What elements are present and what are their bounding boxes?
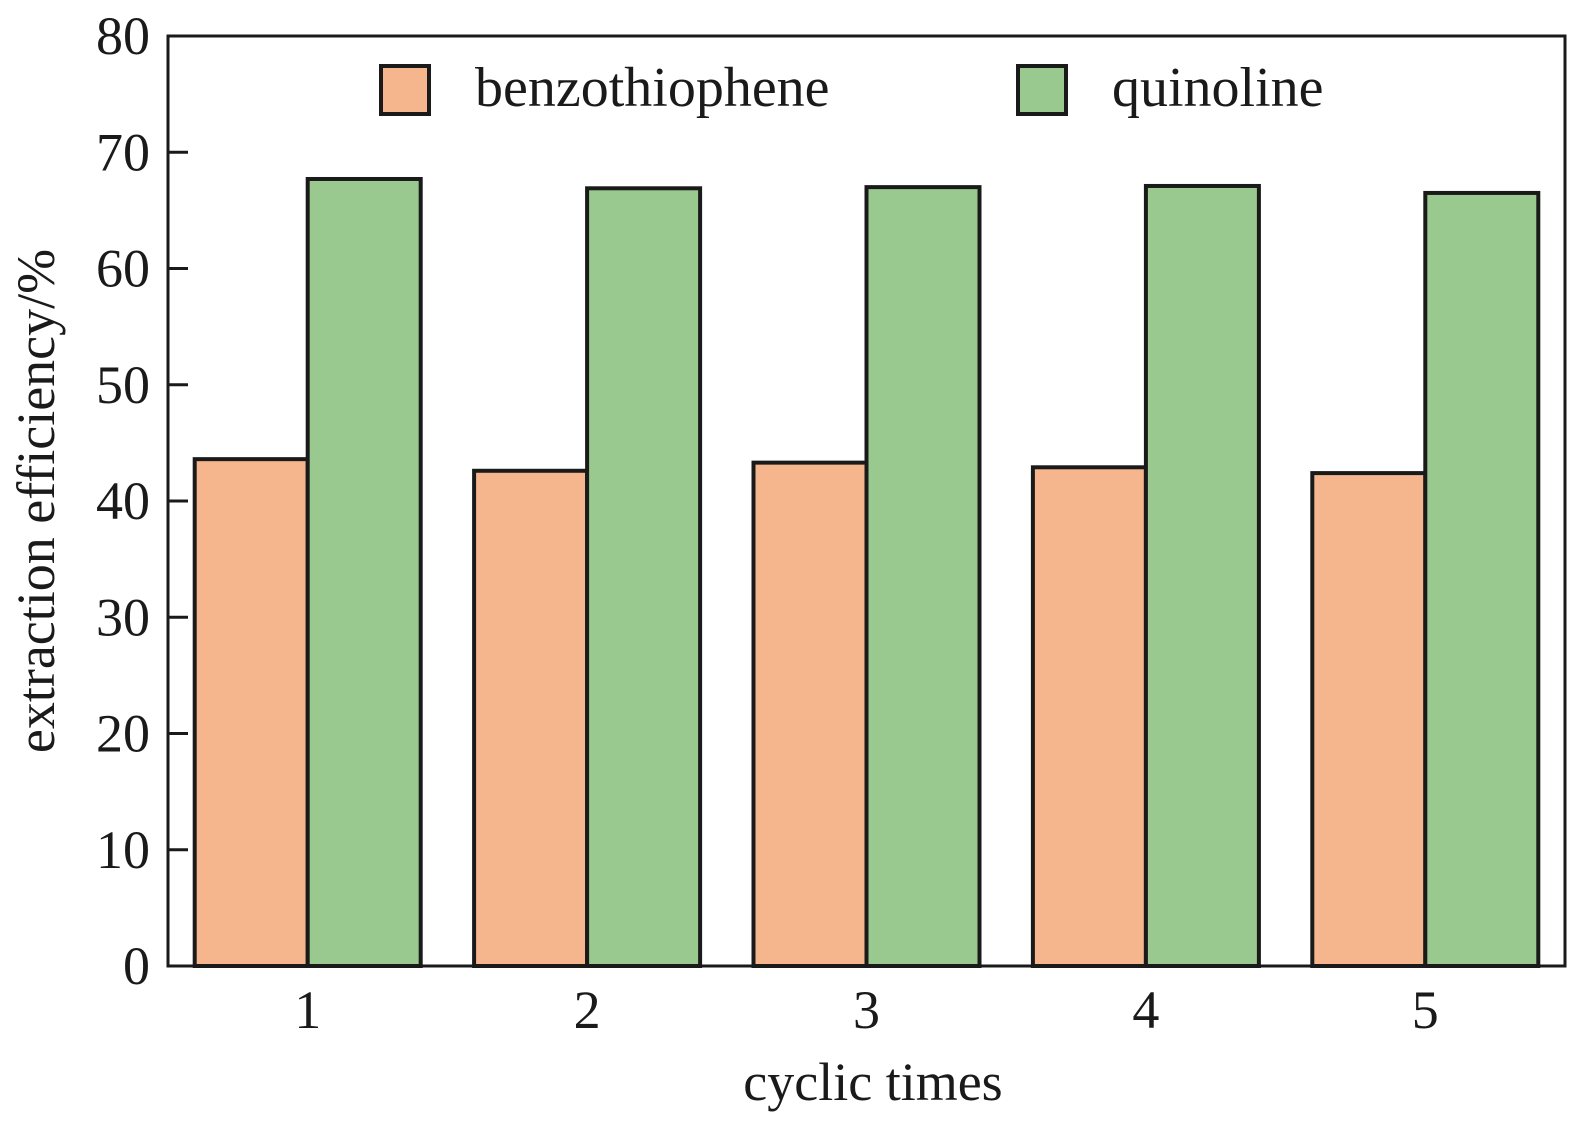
- bar-benzothiophene-4: [1030, 465, 1148, 968]
- x-axis-title: cyclic times: [743, 1052, 1002, 1112]
- bar-benzothiophene-5: [1310, 471, 1428, 968]
- bar-quinoline-2: [585, 186, 703, 969]
- bars-group: [192, 176, 1541, 969]
- y-axis: 0 10 20 30 40 50 60 70 80: [96, 6, 188, 996]
- legend-swatch-quinoline: [1016, 64, 1068, 116]
- x-tick-label: 1: [294, 980, 321, 1040]
- legend-label-benzothiophene: benzothiophene: [475, 57, 830, 119]
- y-axis-title: extraction efficiency/%: [6, 249, 66, 753]
- legend-swatch-benzothiophene: [379, 64, 431, 116]
- x-tick-label: 5: [1412, 980, 1439, 1040]
- y-tick-label: 70: [96, 122, 150, 182]
- bar-quinoline-3: [864, 185, 982, 968]
- bar-quinoline-1: [305, 176, 423, 969]
- y-tick-label: 60: [96, 239, 150, 299]
- y-tick-label: 20: [96, 704, 150, 764]
- bar-quinoline-5: [1423, 190, 1541, 968]
- x-tick-label: 4: [1132, 980, 1159, 1040]
- x-tick-label: 3: [853, 980, 880, 1040]
- x-axis: 1 2 3 4 5: [294, 948, 1439, 1040]
- y-tick-label: 40: [96, 471, 150, 531]
- y-tick-label: 80: [96, 6, 150, 66]
- legend-label-quinoline: quinoline: [1112, 57, 1324, 119]
- y-tick-label: 50: [96, 355, 150, 415]
- bar-benzothiophene-2: [472, 468, 590, 968]
- y-tick-label: 0: [123, 936, 150, 996]
- bar-quinoline-4: [1143, 183, 1261, 968]
- y-tick-label: 30: [96, 587, 150, 647]
- x-tick-label: 2: [574, 980, 601, 1040]
- legend: benzothiophene quinoline: [379, 57, 1324, 119]
- bar-benzothiophene-1: [192, 457, 310, 968]
- y-tick-label: 10: [96, 820, 150, 880]
- bar-benzothiophene-3: [751, 460, 869, 968]
